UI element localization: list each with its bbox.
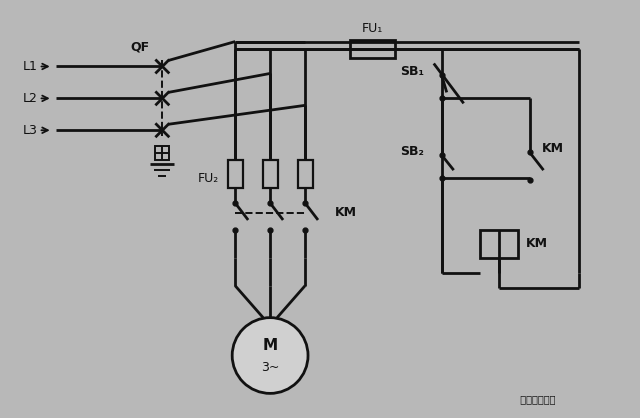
Bar xyxy=(479,230,518,258)
Text: L1: L1 xyxy=(23,60,38,73)
Text: SB₂: SB₂ xyxy=(400,145,424,158)
Text: KM: KM xyxy=(335,206,357,219)
Text: QF: QF xyxy=(131,40,150,53)
Text: M: M xyxy=(262,338,278,353)
Text: KM: KM xyxy=(525,237,548,250)
Text: 3~: 3~ xyxy=(261,361,279,374)
Bar xyxy=(156,146,170,160)
Text: SB₁: SB₁ xyxy=(400,65,424,78)
Text: 电工电气学习: 电工电气学习 xyxy=(514,394,556,404)
Bar xyxy=(228,160,243,188)
Text: KM: KM xyxy=(541,142,563,155)
Bar xyxy=(298,160,312,188)
Circle shape xyxy=(232,318,308,393)
Bar xyxy=(350,40,395,58)
Text: L2: L2 xyxy=(23,92,38,105)
Text: L3: L3 xyxy=(23,124,38,137)
Text: FU₁: FU₁ xyxy=(362,22,383,35)
Bar xyxy=(262,160,278,188)
Text: FU₂: FU₂ xyxy=(198,172,219,185)
